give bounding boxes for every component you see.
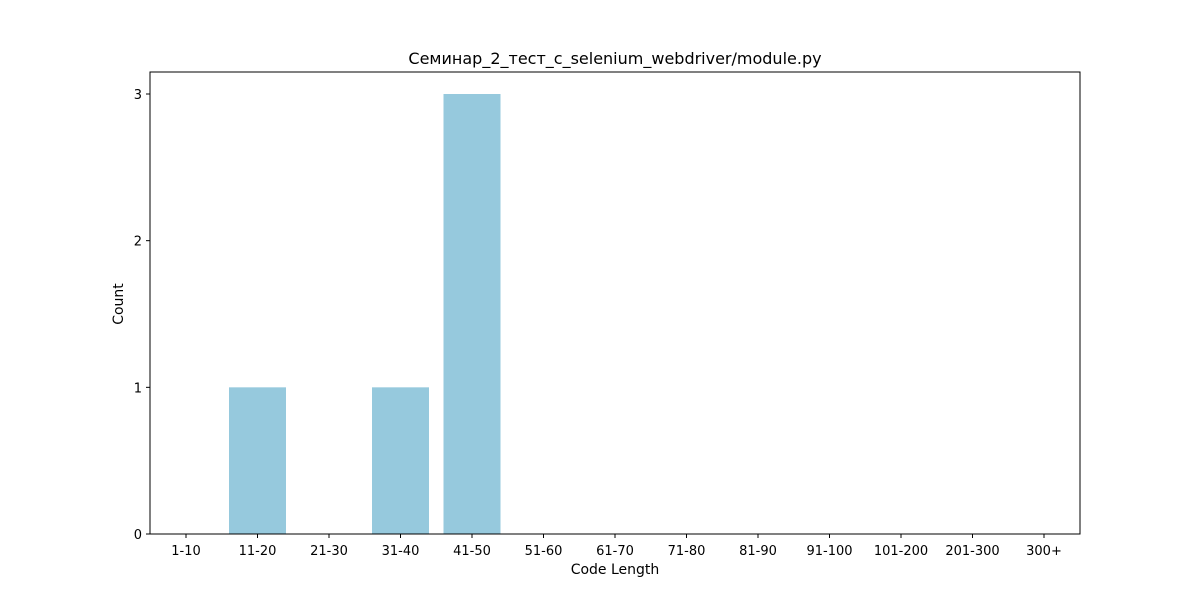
x-tick-label: 41-50 [453,544,491,559]
chart-title: Семинар_2_тест_с_selenium_webdriver/modu… [408,49,821,69]
x-tick-label: 300+ [1026,544,1062,559]
bars-group [229,94,501,534]
x-tick-label: 91-100 [806,544,852,559]
y-axis-ticks: 0 1 2 3 [134,88,150,543]
bar-41-50 [443,94,501,534]
plot-frame [149,71,1081,535]
bar-31-40 [372,387,429,534]
y-tick-label: 1 [134,381,142,396]
x-tick-label: 61-70 [596,544,634,559]
y-tick-label: 3 [134,88,142,103]
x-tick-label: 101-200 [874,544,928,559]
x-tick-label: 51-60 [525,544,563,559]
y-axis-label: Count [111,283,127,325]
x-tick-label: 21-30 [310,544,348,559]
x-tick-label: 11-20 [239,544,277,559]
x-tick-label: 201-300 [945,544,999,559]
bar-11-20 [229,387,286,534]
plot-area [150,72,1080,534]
x-tick-label: 1-10 [171,544,201,559]
x-tick-label: 31-40 [382,544,420,559]
x-tick-label: 71-80 [668,544,706,559]
x-axis-label: Code Length [571,562,660,578]
y-tick-label: 2 [134,235,142,250]
y-tick-label: 0 [134,528,142,543]
x-axis-ticks: 1-10 11-20 21-30 31-40 41-50 51-60 61-70 71-80 8… [171,534,1062,559]
x-tick-label: 81-90 [739,544,777,559]
